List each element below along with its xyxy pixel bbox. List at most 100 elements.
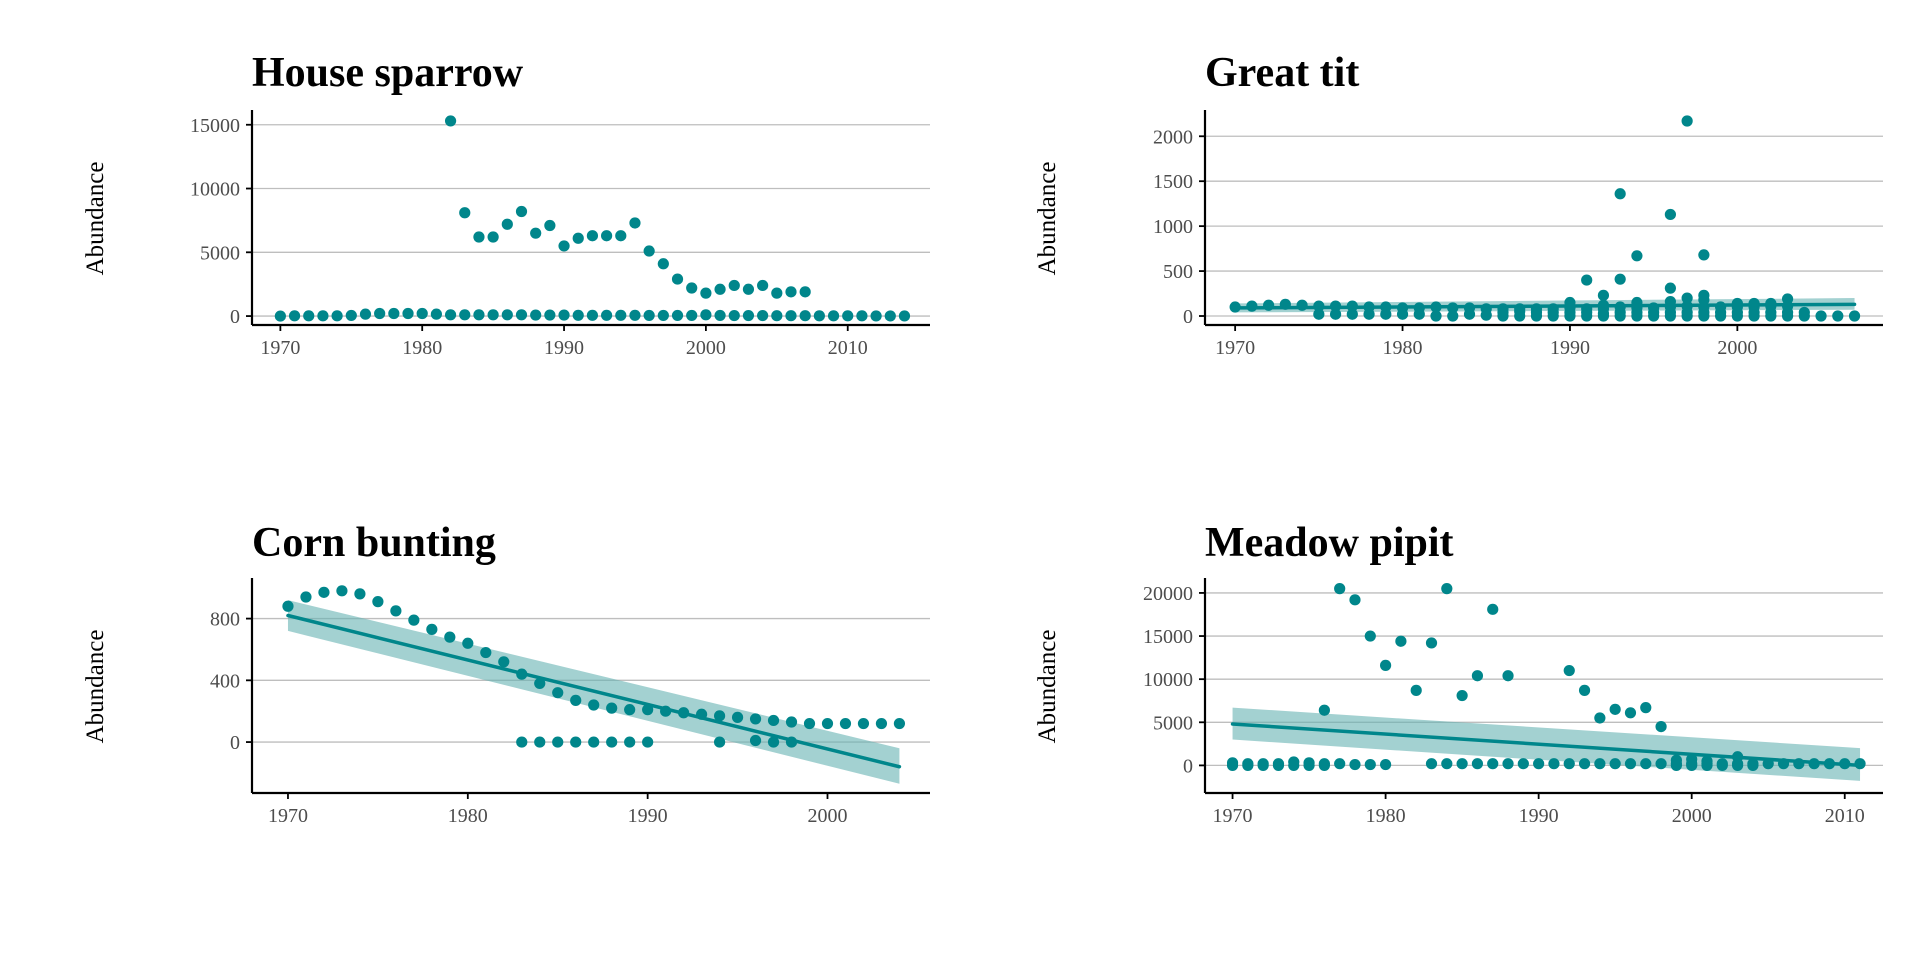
data-point	[700, 309, 712, 321]
data-point	[1547, 306, 1559, 319]
data-point	[515, 205, 528, 218]
data-point	[757, 279, 769, 292]
data-point	[501, 218, 513, 230]
data-point	[1334, 583, 1346, 595]
data-point	[1716, 759, 1728, 772]
data-point	[1640, 758, 1652, 770]
data-point	[1313, 308, 1325, 320]
data-point	[629, 217, 641, 229]
panel-corn-bunting: 0 400 800 1970 1980 1990 2000 Corn bunting Abund…	[82, 520, 930, 827]
data-point	[615, 230, 627, 242]
y-axis-label: Abundance	[82, 162, 109, 276]
data-point	[1578, 684, 1591, 696]
data-point	[570, 694, 582, 706]
data-point	[1364, 630, 1376, 642]
data-point	[372, 596, 384, 608]
data-point	[1848, 310, 1861, 322]
data-point	[1471, 758, 1484, 770]
x-tick-label: 1970	[268, 805, 308, 827]
data-point	[642, 736, 654, 748]
data-point	[303, 310, 315, 322]
x-tick-label: 1970	[260, 337, 300, 359]
data-point	[317, 310, 329, 322]
data-point	[785, 310, 797, 322]
data-point	[671, 309, 684, 322]
y-tick-label: 15000	[1143, 626, 1193, 648]
y-tick-label: 5000	[200, 242, 240, 264]
data-point	[1441, 758, 1453, 770]
data-point	[1832, 310, 1844, 322]
data-point	[588, 736, 600, 748]
data-point	[1631, 250, 1643, 262]
data-point	[552, 687, 564, 699]
data-point	[742, 309, 755, 322]
data-point	[359, 308, 372, 320]
data-point	[821, 717, 834, 730]
data-point	[714, 283, 726, 295]
y-tick-label: 1500	[1153, 171, 1193, 193]
panel-house-sparrow: 0 5000 10000 15000 1970 1980 1990 2000 2010 House…	[82, 50, 930, 359]
data-point	[516, 736, 528, 748]
data-point	[686, 309, 698, 322]
data-point	[1530, 306, 1543, 319]
data-point	[1363, 308, 1375, 320]
trend-line	[286, 613, 902, 769]
data-point	[588, 699, 600, 711]
data-point	[1329, 308, 1342, 320]
data-point	[318, 586, 330, 598]
data-point	[459, 207, 471, 219]
data-point	[1379, 659, 1392, 671]
data-point	[1226, 759, 1239, 772]
data-point	[606, 702, 618, 714]
data-point	[624, 704, 636, 716]
data-point	[785, 716, 798, 728]
data-point	[1614, 188, 1626, 200]
data-point	[1497, 306, 1509, 319]
data-point	[572, 309, 584, 321]
data-point	[1272, 759, 1285, 772]
data-point	[601, 230, 613, 242]
data-point	[601, 309, 613, 321]
data-point	[1463, 308, 1476, 320]
y-axis-label: Abundance	[82, 630, 109, 744]
x-tick-label: 2010	[1825, 805, 1865, 827]
data-point	[1698, 249, 1710, 261]
data-point	[657, 258, 669, 270]
data-point	[416, 307, 428, 320]
data-point	[714, 309, 726, 322]
data-point	[898, 310, 911, 322]
panel-title: Meadow pipit	[1205, 520, 1454, 566]
data-point	[842, 310, 854, 322]
data-point	[767, 714, 780, 727]
y-tick-label: 0	[1183, 755, 1193, 777]
data-point	[1597, 289, 1610, 301]
data-point	[1681, 292, 1693, 304]
data-point	[282, 600, 294, 612]
data-point	[1614, 306, 1626, 319]
data-point	[1681, 306, 1693, 319]
data-point	[1242, 759, 1254, 772]
data-point	[534, 736, 546, 748]
data-point	[558, 309, 570, 321]
data-point	[1731, 306, 1743, 319]
data-point	[731, 711, 744, 723]
data-point	[1631, 306, 1643, 319]
data-point	[1698, 306, 1710, 319]
data-point	[1655, 758, 1667, 770]
data-point	[893, 717, 906, 730]
data-point	[1517, 758, 1529, 770]
data-point	[444, 631, 456, 643]
data-point	[1664, 306, 1676, 319]
data-point	[1781, 293, 1794, 305]
data-point	[1563, 758, 1575, 770]
y-tick-label: 10000	[190, 179, 240, 201]
data-point	[1441, 583, 1453, 595]
data-point	[544, 219, 556, 232]
data-point	[728, 309, 740, 322]
data-point	[1563, 664, 1575, 677]
data-point	[558, 240, 570, 252]
data-point	[657, 309, 669, 322]
data-point	[700, 287, 712, 299]
data-point	[1670, 754, 1682, 766]
data-point	[643, 245, 655, 257]
